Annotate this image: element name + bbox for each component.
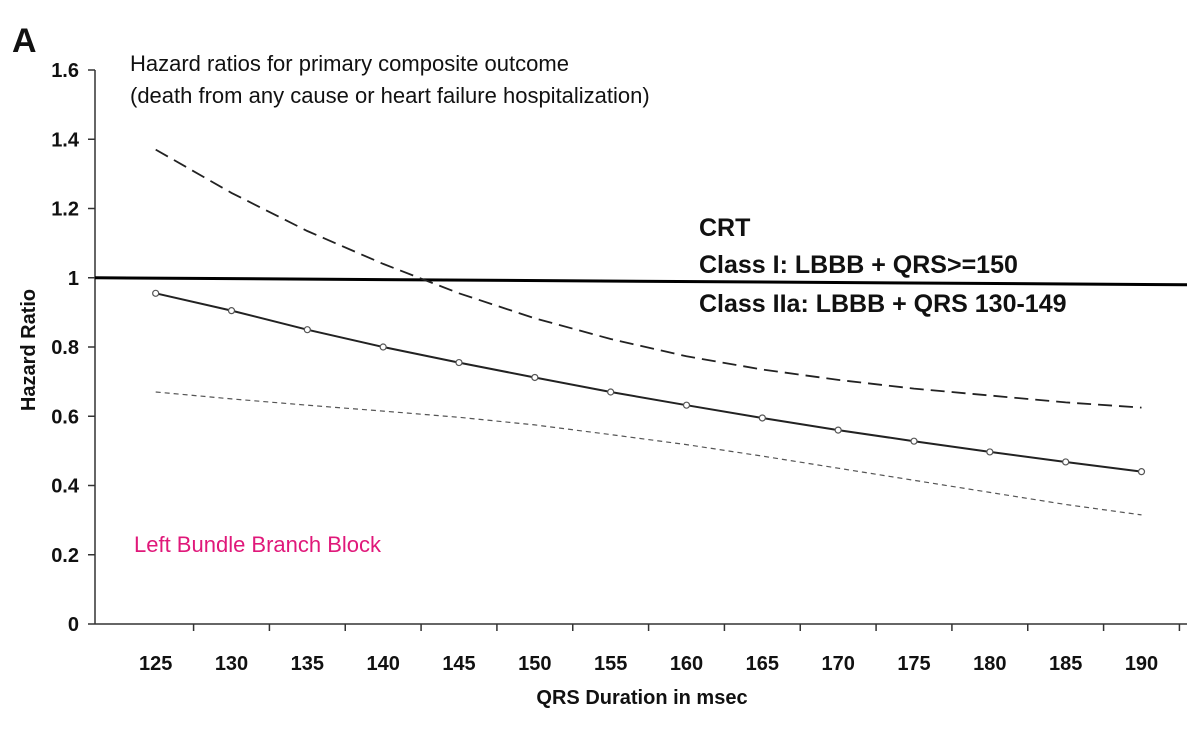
- chart-subtitle: (death from any cause or heart failure h…: [130, 83, 650, 108]
- x-tick-label: 160: [670, 653, 703, 675]
- data-point: [607, 388, 615, 396]
- chart-title: Hazard ratios for primary composite outc…: [130, 51, 569, 76]
- series-line-upper: [155, 148, 1142, 409]
- y-tick-label: 0.4: [51, 476, 80, 498]
- x-tick-label: 180: [973, 653, 1006, 675]
- x-tick-label: 130: [215, 653, 248, 675]
- data-point: [1137, 468, 1146, 476]
- x-tick-label: 165: [746, 653, 779, 675]
- data-point: [455, 358, 463, 367]
- x-tick-label: 135: [291, 653, 324, 675]
- x-tick-label: 190: [1125, 653, 1158, 675]
- x-tick-label: 185: [1049, 653, 1082, 675]
- reference-line-group: [94, 276, 1188, 287]
- x-tick-label: 155: [594, 653, 627, 675]
- x-tick-label: 140: [366, 653, 399, 675]
- crt-heading: CRT: [699, 214, 750, 242]
- x-tick-label: 150: [518, 653, 551, 675]
- x-tick-label: 145: [442, 653, 475, 675]
- x-axis-title: QRS Duration in msec: [536, 687, 747, 709]
- data-point: [834, 426, 842, 434]
- data-point: [682, 401, 691, 409]
- data-point: [303, 326, 311, 334]
- data-point: [227, 307, 236, 315]
- y-tick-label: 1.2: [51, 199, 79, 221]
- y-tick-label: 0.8: [51, 337, 79, 359]
- series-line-lower: [155, 391, 1142, 516]
- data-point: [379, 343, 387, 351]
- reference-line: [94, 276, 1188, 287]
- data-point: [1062, 458, 1070, 466]
- x-tick-label: 170: [821, 653, 854, 675]
- class-1-label: Class I: LBBB + QRS>=150: [699, 251, 1018, 279]
- series-group: [152, 148, 1146, 516]
- subgroup-label: Left Bundle Branch Block: [134, 532, 382, 557]
- y-tick-label: 0.2: [51, 545, 79, 567]
- data-point: [758, 414, 766, 422]
- class-2a-label: Class IIa: LBBB + QRS 130-149: [699, 290, 1067, 318]
- axes: 0 0.2 0.4 0.6 0.8 1 1.2 1.4 1.6 125 130 135 140 145 15…: [51, 60, 1187, 675]
- y-tick-label: 1.4: [51, 129, 80, 151]
- data-point: [910, 437, 918, 445]
- y-tick-label: 0: [68, 614, 79, 636]
- data-point: [152, 289, 160, 297]
- data-point: [986, 448, 994, 456]
- x-tick-label: 125: [139, 653, 172, 675]
- panel-label: A: [12, 22, 37, 60]
- series-line-estimate: [155, 292, 1142, 473]
- data-point: [531, 373, 539, 382]
- y-tick-label: 0.6: [51, 406, 79, 428]
- x-tick-label: 175: [897, 653, 930, 675]
- y-tick-label: 1: [68, 268, 79, 290]
- y-tick-label: 1.6: [51, 60, 79, 82]
- y-axis-title: Hazard Ratio: [18, 289, 40, 411]
